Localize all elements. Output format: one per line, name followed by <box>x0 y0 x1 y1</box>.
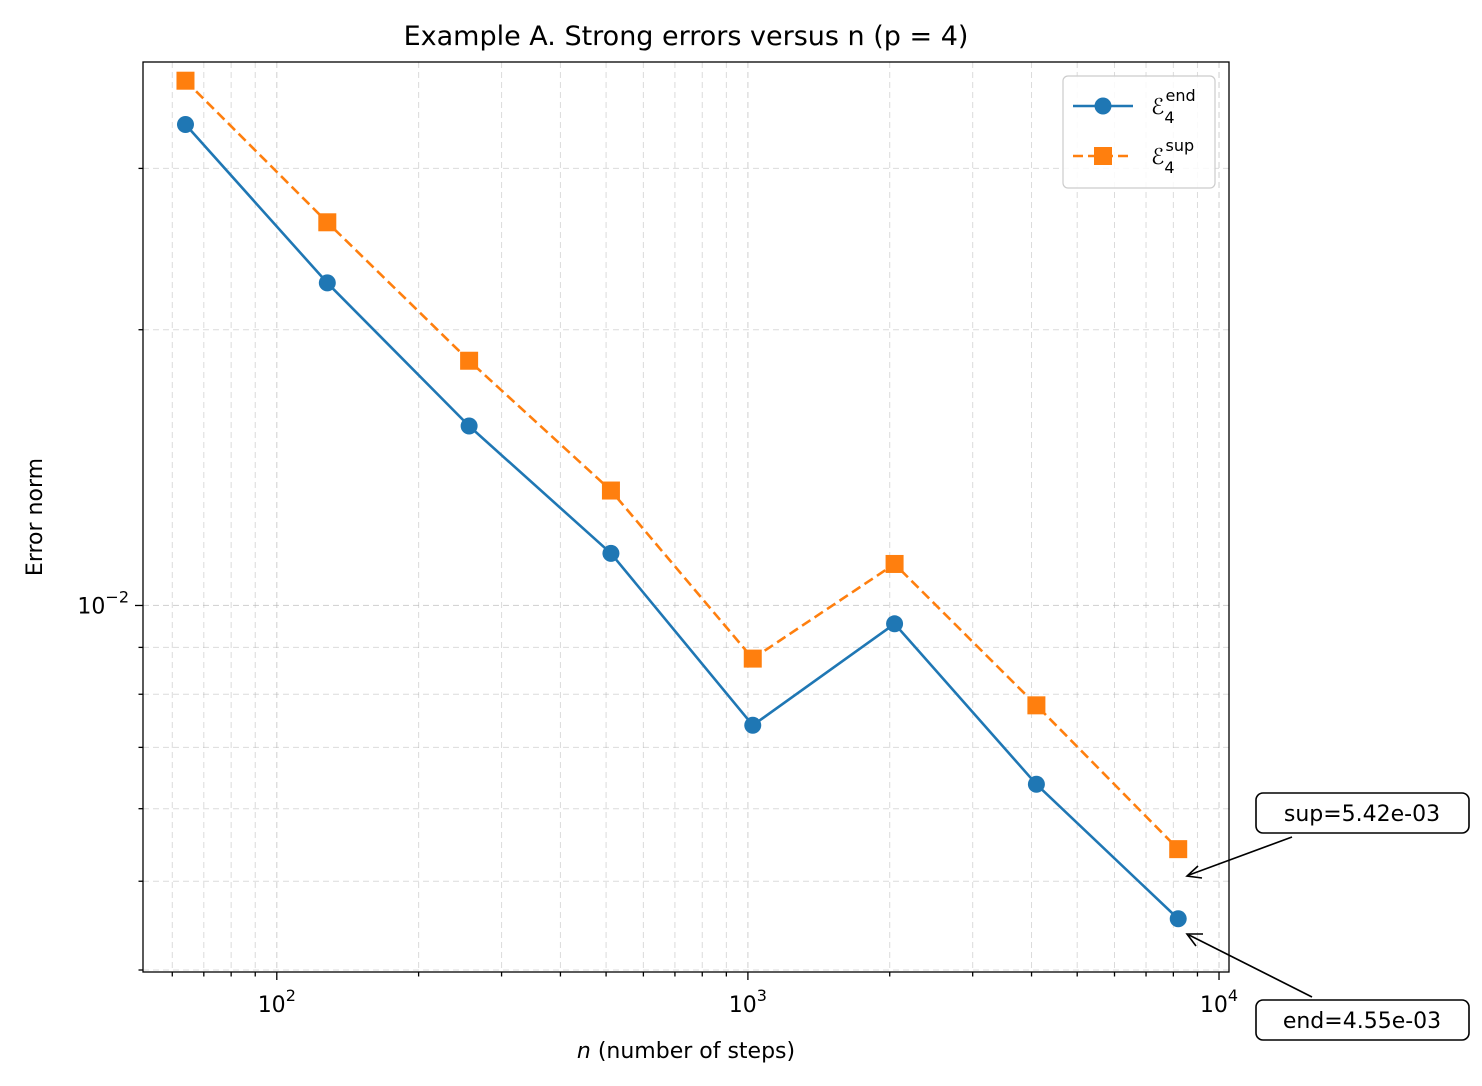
annotation-end-text: end=4.55e-03 <box>1283 1009 1441 1034</box>
data-point-end <box>886 615 904 633</box>
annotation-end-box <box>1255 999 1470 1041</box>
y-tick-label: 10−2 <box>77 587 129 619</box>
legend-label-sup: ℰ4sup <box>1151 136 1194 177</box>
data-point-sup <box>743 649 762 668</box>
tick-labels: 102 103 104 10−2 <box>77 587 1238 1018</box>
data-point-end <box>318 274 336 292</box>
chart-title: Example A. Strong errors versus n (p = 4… <box>404 21 969 52</box>
data-point-sup <box>460 351 479 370</box>
annotation-sup-arrow <box>1188 836 1293 876</box>
legend-marker-end <box>1094 97 1112 115</box>
legend-marker-sup <box>1094 147 1112 165</box>
grid <box>143 62 1229 972</box>
annotation-sup-text: sup=5.42e-03 <box>1284 802 1440 827</box>
annotation-end-arrowhead <box>1185 933 1203 947</box>
x-tick-label: 102 <box>258 986 296 1018</box>
data-point-end <box>1027 775 1045 793</box>
x-tick-label: 103 <box>729 986 767 1018</box>
data-point-end <box>176 116 194 134</box>
series-line-end <box>184 123 1180 920</box>
data-point-sup <box>1027 696 1046 715</box>
ticks <box>135 167 1220 980</box>
legend: ℰ4end ℰ4sup <box>1062 75 1216 189</box>
x-tick-label: 104 <box>1200 986 1238 1018</box>
x-axis-label-var: n <box>577 1039 591 1064</box>
axes-frame <box>142 61 1230 973</box>
data-point-sup <box>601 481 620 500</box>
annotation-sup: sup=5.42e-03 <box>1185 792 1470 879</box>
data-point-end <box>744 716 762 734</box>
series-line-sup <box>184 79 1180 851</box>
series-lines <box>184 79 1180 920</box>
annotation-end: end=4.55e-03 <box>1185 933 1470 1041</box>
x-axis-label: n (number of steps) <box>577 1039 795 1064</box>
markers <box>176 71 1188 928</box>
annotation-sup-arrowhead <box>1185 865 1203 879</box>
data-point-sup <box>176 71 195 90</box>
data-point-end <box>1169 910 1187 928</box>
y-axis-label: Error norm <box>23 458 48 576</box>
data-point-end <box>602 544 620 562</box>
annotation-end-arrow <box>1188 934 1313 998</box>
x-axis-label-rest: (number of steps) <box>591 1039 795 1064</box>
data-point-sup <box>885 554 904 573</box>
annotation-sup-box <box>1255 792 1470 834</box>
data-point-sup <box>1169 840 1188 859</box>
data-point-end <box>460 417 478 435</box>
data-point-sup <box>318 213 337 232</box>
legend-label-end: ℰ4end <box>1151 86 1196 127</box>
